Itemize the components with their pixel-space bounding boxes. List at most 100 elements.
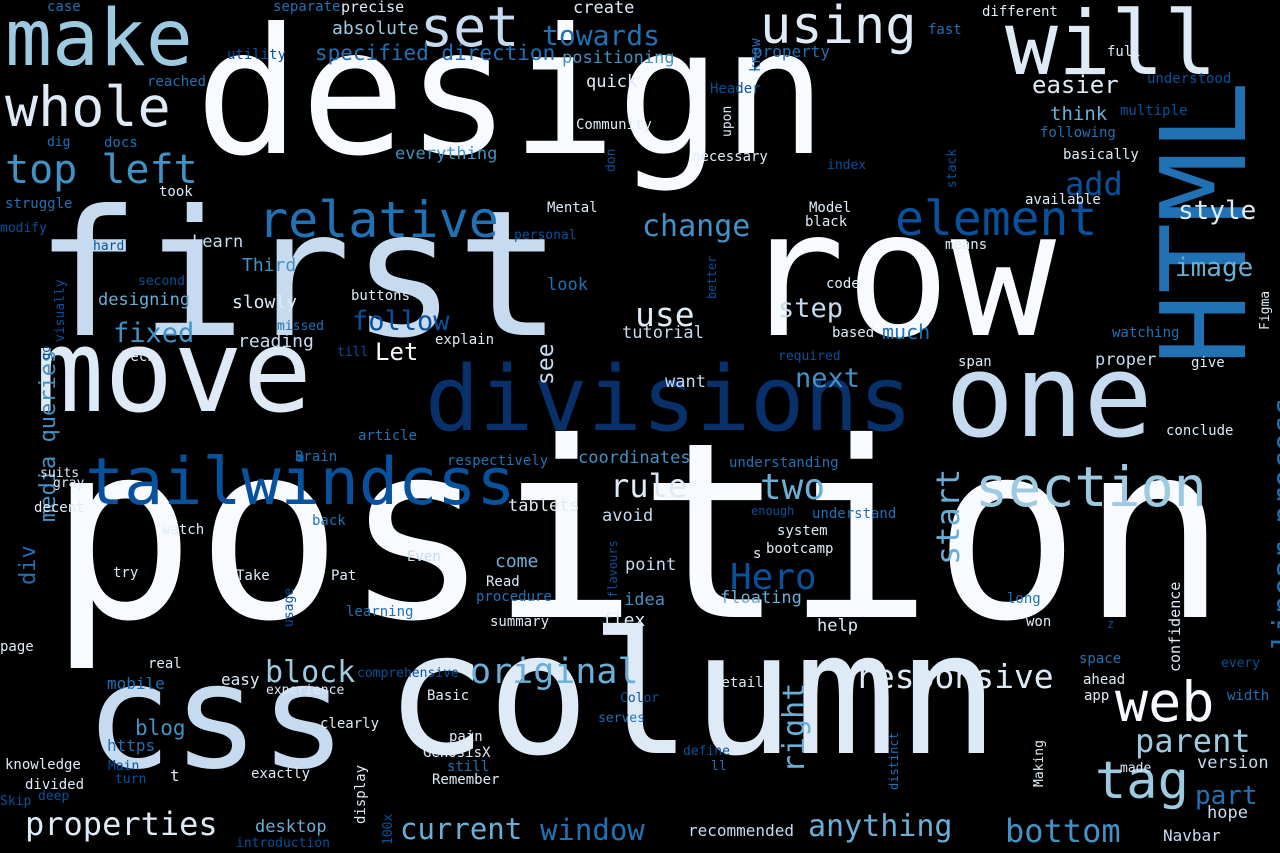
- word-article: article: [358, 428, 418, 444]
- word-pat: Pat: [331, 568, 357, 584]
- word-slowly: slowly: [232, 292, 298, 313]
- word-tablets: tablets: [508, 496, 580, 516]
- word-step: step: [778, 293, 844, 324]
- word-everything: everything: [395, 144, 498, 164]
- word-brain: Brain: [295, 449, 338, 465]
- word-black: black: [805, 214, 848, 230]
- word-clearly: clearly: [320, 716, 380, 732]
- word-page: page: [0, 639, 34, 655]
- word-skip: Skip: [0, 794, 32, 809]
- word-third: Third: [242, 255, 297, 276]
- word-mobile: mobile: [107, 674, 165, 693]
- word-hope: hope: [1207, 803, 1248, 823]
- word-see: see: [533, 343, 559, 385]
- word-don: don: [604, 148, 619, 172]
- word-visually: visually: [53, 279, 68, 342]
- word-required: required: [778, 349, 841, 364]
- word-take: Take: [236, 568, 270, 584]
- word-decent: decent: [34, 500, 85, 516]
- word-community: Community: [576, 117, 652, 133]
- word-gray: gray: [53, 476, 85, 491]
- word-divided: divided: [25, 777, 85, 793]
- word-learning: learning: [346, 604, 414, 620]
- word-better: better: [705, 255, 719, 299]
- word-point: point: [625, 555, 677, 575]
- word-two: two: [760, 467, 826, 508]
- word-real: real: [148, 656, 182, 672]
- word-move: move: [35, 305, 312, 439]
- word-reached: reached: [147, 74, 207, 90]
- word-property: property: [753, 42, 831, 61]
- word-fixed: fixed: [113, 318, 195, 349]
- word-even: Even: [407, 549, 441, 565]
- word-basic: Basic: [427, 688, 470, 704]
- word-avoid: avoid: [602, 506, 654, 526]
- word-hard: hard: [93, 239, 125, 254]
- word-understanding: understanding: [729, 455, 839, 471]
- word-div: div: [16, 545, 41, 585]
- word-try: try: [113, 565, 139, 581]
- word-comprehensive: comprehensive: [357, 666, 459, 681]
- word-available: available: [1025, 192, 1101, 208]
- word-tech: Tech: [122, 349, 156, 365]
- word-basically: basically: [1063, 147, 1139, 163]
- word-mental: Mental: [547, 200, 598, 216]
- word-app: app: [1084, 688, 1110, 704]
- word-css: css: [85, 633, 347, 802]
- word-detail: detail: [713, 675, 764, 691]
- word-read: Read: [486, 574, 520, 590]
- word-span: span: [958, 354, 992, 370]
- word-make: make: [5, 0, 193, 84]
- word-made: made: [1120, 761, 1152, 776]
- word-follow: follow: [352, 306, 450, 337]
- word-width: width: [1227, 688, 1270, 704]
- word-enough: enough: [751, 504, 795, 518]
- word-pain: pain: [449, 729, 483, 745]
- word-means: means: [945, 237, 988, 253]
- word-help: help: [817, 616, 858, 636]
- word-ahead: ahead: [1083, 672, 1126, 688]
- word-deep: deep: [38, 789, 70, 804]
- word-linear-process: linear process: [1267, 397, 1280, 650]
- word-confidence: confidence: [1166, 581, 1184, 672]
- word-coordinates: coordinates: [578, 448, 691, 468]
- word-properties: properties: [25, 805, 218, 843]
- word-took: took: [159, 184, 193, 200]
- word-section: section: [975, 455, 1207, 519]
- word-will: will: [1005, 0, 1217, 95]
- word-add: add: [1065, 165, 1123, 203]
- word-long: long: [1007, 591, 1041, 607]
- word-web: web: [1115, 670, 1215, 734]
- word-easy: easy: [221, 670, 260, 689]
- word-tailwindcss: tailwindcss: [85, 445, 516, 520]
- word-multiple: multiple: [1120, 103, 1188, 119]
- word-code: code: [826, 276, 860, 292]
- word-proper: proper: [1095, 350, 1157, 370]
- word-parent: parent: [1135, 722, 1251, 760]
- word-still: still: [447, 759, 490, 775]
- word-s: s: [753, 546, 762, 562]
- word-precise: precise: [341, 0, 405, 16]
- word-desktop: desktop: [255, 817, 327, 837]
- word-tutorial: tutorial: [622, 323, 704, 343]
- word-anything: anything: [808, 809, 953, 844]
- word-watching: watching: [1112, 325, 1180, 341]
- word-positioning: positioning: [562, 48, 675, 68]
- word-responsive: responsive: [855, 657, 1054, 696]
- word-genosisx: GenosisX: [423, 745, 491, 761]
- word-knowledge: knowledge: [5, 757, 81, 773]
- word-relative: relative: [258, 191, 499, 249]
- word-recommended: recommended: [688, 821, 794, 840]
- word-want: want: [665, 372, 706, 392]
- word-understood: understood: [1147, 71, 1232, 87]
- word-create: create: [573, 0, 635, 18]
- word-watch: watch: [162, 522, 205, 538]
- word-tag: tag: [1095, 751, 1189, 811]
- word-position: position: [48, 390, 1229, 675]
- word-specified-direction: specified direction: [315, 41, 556, 65]
- word-learn: Learn: [192, 232, 244, 252]
- word-header: Header: [710, 81, 761, 97]
- word-current: current: [400, 812, 523, 846]
- word-second: second: [138, 274, 185, 289]
- word-struggle: struggle: [5, 196, 73, 212]
